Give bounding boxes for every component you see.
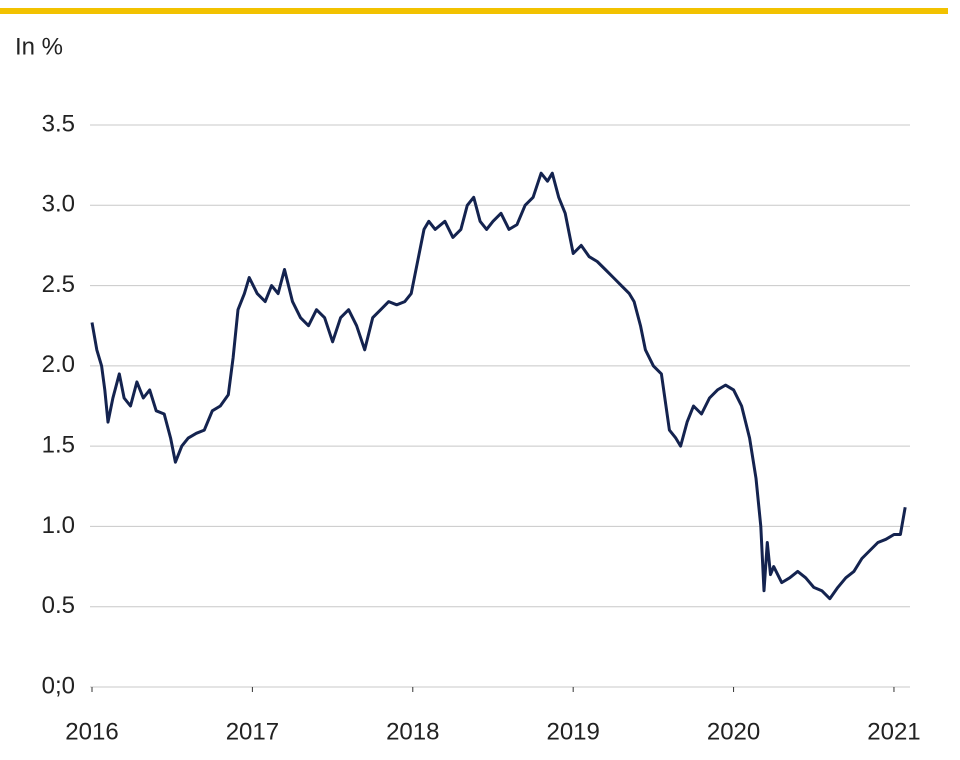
y-axis-label: In % — [15, 33, 63, 60]
x-tick-label: 2017 — [226, 718, 279, 745]
y-tick-label: 0.5 — [42, 592, 75, 619]
y-tick-label: 0;0 — [42, 672, 75, 699]
y-tick-label: 1.0 — [42, 512, 75, 539]
y-tick-label: 1.5 — [42, 431, 75, 458]
x-tick-label: 2020 — [707, 718, 760, 745]
x-tick-label: 2019 — [546, 718, 599, 745]
y-tick-label: 3.0 — [42, 191, 75, 218]
data-line — [90, 171, 907, 601]
y-tick-label: 3.5 — [42, 110, 75, 137]
y-tick-label: 2.0 — [42, 351, 75, 378]
x-tick-label: 2016 — [65, 718, 118, 745]
x-tick-label: 2018 — [386, 718, 439, 745]
y-tick-label: 2.5 — [42, 271, 75, 298]
top-rule — [0, 8, 948, 14]
x-tick-label: 2021 — [867, 718, 920, 745]
